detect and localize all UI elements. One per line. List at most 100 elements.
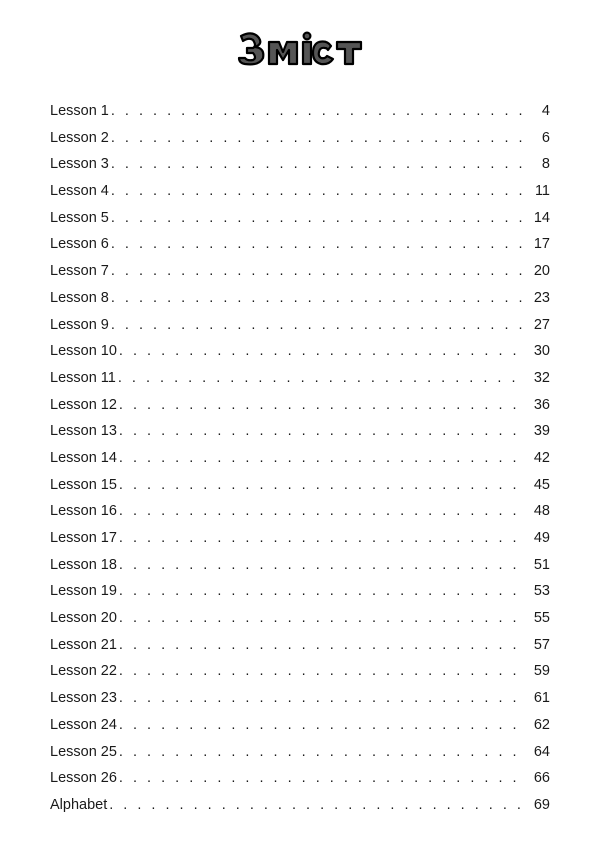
toc-entry-page: 6 (524, 131, 550, 146)
toc-row: Lesson 14 42 (50, 451, 550, 466)
toc-entry-page: 32 (524, 371, 550, 386)
toc-row: Lesson 8 23 (50, 291, 550, 306)
toc-entry-label: Lesson 13 (50, 424, 119, 439)
toc-row: Lesson 19 53 (50, 584, 550, 599)
toc-row: Lesson 22 59 (50, 664, 550, 679)
toc-leader-dots (111, 264, 524, 279)
toc-row: Lesson 18 51 (50, 558, 550, 573)
toc-row: Lesson 3 8 (50, 157, 550, 172)
toc-entry-label: Lesson 11 (50, 371, 118, 386)
toc-entry-page: 62 (524, 718, 550, 733)
toc-entry-page: 48 (524, 504, 550, 519)
page: Lesson 14Lesson 26Lesson 38Lesson 411Les… (0, 0, 600, 850)
toc-leader-dots (119, 504, 524, 519)
toc-row: Lesson 5 14 (50, 211, 550, 226)
toc-entry-page: 61 (524, 691, 550, 706)
toc-entry-label: Lesson 16 (50, 504, 119, 519)
toc-row: Alphabet 69 (50, 798, 550, 813)
toc-entry-label: Lesson 26 (50, 771, 119, 786)
toc-entry-page: 51 (524, 558, 550, 573)
toc-row: Lesson 24 62 (50, 718, 550, 733)
toc-entry-page: 49 (524, 531, 550, 546)
page-title (50, 28, 550, 76)
toc-entry-label: Lesson 6 (50, 237, 111, 252)
toc-row: Lesson 2361 (50, 691, 550, 706)
toc-entry-label: Lesson 8 (50, 291, 111, 306)
toc-entry-label: Lesson 10 (50, 344, 119, 359)
toc-entry-page: 4 (524, 104, 550, 119)
toc-leader-dots (119, 424, 524, 439)
toc-row: Lesson 1 4 (50, 104, 550, 119)
toc-row: Lesson 2564 (50, 745, 550, 760)
toc-entry-label: Lesson 12 (50, 398, 119, 413)
toc-entry-page: 23 (524, 291, 550, 306)
toc-leader-dots (119, 745, 524, 760)
toc-entry-page: 59 (524, 664, 550, 679)
toc-entry-page: 55 (524, 611, 550, 626)
toc-entry-label: Lesson 9 (50, 318, 111, 333)
toc-entry-page: 17 (524, 237, 550, 252)
toc-leader-dots (119, 584, 524, 599)
toc-entry-label: Lesson 18 (50, 558, 119, 573)
toc-entry-label: Lesson 22 (50, 664, 119, 679)
toc-entry-label: Alphabet (50, 798, 109, 813)
toc-entry-label: Lesson 4 (50, 184, 111, 199)
toc-entry-page: 53 (524, 584, 550, 599)
toc-row: Lesson 6 17 (50, 237, 550, 252)
toc-leader-dots (111, 211, 524, 226)
toc-entry-page: 20 (524, 264, 550, 279)
toc-leader-dots (109, 798, 524, 813)
toc-leader-dots (119, 451, 524, 466)
toc-entry-page: 14 (524, 211, 550, 226)
toc-entry-label: Lesson 24 (50, 718, 119, 733)
toc-entry-label: Lesson 15 (50, 478, 119, 493)
toc-entry-label: Lesson 1 (50, 104, 111, 119)
toc-row: Lesson 26 66 (50, 771, 550, 786)
toc-entry-page: 66 (524, 771, 550, 786)
toc-entry-page: 45 (524, 478, 550, 493)
toc-leader-dots (119, 664, 524, 679)
toc-row: Lesson 20 55 (50, 611, 550, 626)
toc-leader-dots (119, 478, 524, 493)
toc-entry-label: Lesson 21 (50, 638, 119, 653)
toc-row: Lesson 17 49 (50, 531, 550, 546)
toc-entry-label: Lesson 19 (50, 584, 119, 599)
toc-entry-page: 8 (524, 157, 550, 172)
toc-leader-dots (111, 318, 524, 333)
toc-entry-label: Lesson 17 (50, 531, 119, 546)
toc-row: Lesson 21 57 (50, 638, 550, 653)
title-wordmark (235, 28, 365, 68)
toc-entry-label: Lesson 5 (50, 211, 111, 226)
toc-leader-dots (111, 184, 524, 199)
toc-leader-dots (111, 291, 524, 306)
toc-leader-dots (119, 718, 524, 733)
toc-row: Lesson 16 48 (50, 504, 550, 519)
toc-row: Lesson 12 36 (50, 398, 550, 413)
toc-leader-dots (119, 531, 524, 546)
toc-entry-label: Lesson 14 (50, 451, 119, 466)
toc-leader-dots (119, 691, 524, 706)
toc-entry-page: 11 (524, 184, 550, 199)
toc-row: Lesson 26 (50, 131, 550, 146)
toc-leader-dots (111, 104, 524, 119)
toc-leader-dots (119, 558, 524, 573)
toc-entry-page: 36 (524, 398, 550, 413)
toc-row: Lesson 13 39 (50, 424, 550, 439)
toc-leader-dots (119, 611, 524, 626)
toc-leader-dots (111, 131, 524, 146)
toc-entry-page: 57 (524, 638, 550, 653)
toc-leader-dots (111, 157, 524, 172)
toc-leader-dots (119, 344, 524, 359)
toc-row: Lesson 1030 (50, 344, 550, 359)
toc-entry-label: Lesson 20 (50, 611, 119, 626)
table-of-contents: Lesson 14Lesson 26Lesson 38Lesson 411Les… (50, 104, 550, 812)
toc-leader-dots (119, 398, 524, 413)
toc-entry-page: 39 (524, 424, 550, 439)
toc-entry-page: 42 (524, 451, 550, 466)
toc-leader-dots (119, 638, 524, 653)
toc-entry-page: 64 (524, 745, 550, 760)
toc-row: Lesson 4 11 (50, 184, 550, 199)
toc-row: Lesson 927 (50, 318, 550, 333)
toc-entry-page: 69 (524, 798, 550, 813)
toc-entry-label: Lesson 3 (50, 157, 111, 172)
